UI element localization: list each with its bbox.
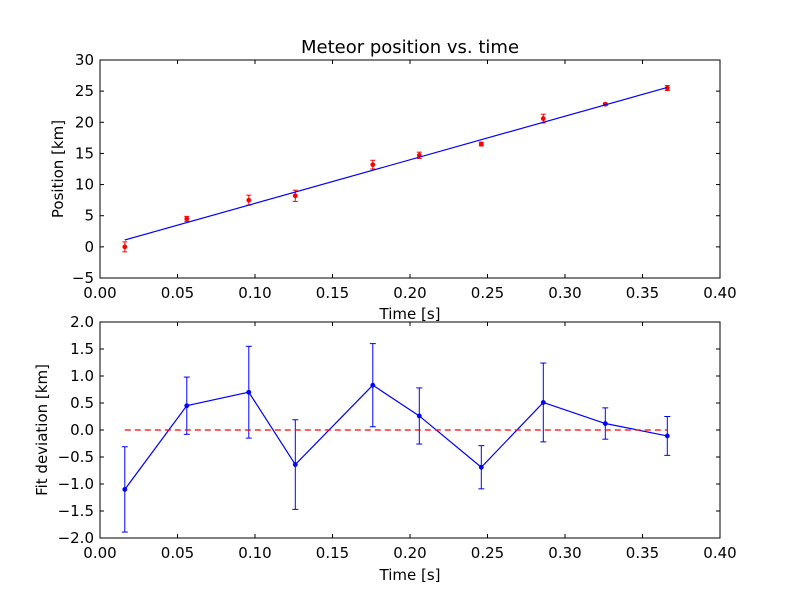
position-y-tick-label: 30 xyxy=(75,51,94,69)
position-data-point xyxy=(122,244,128,250)
deviation-y-tick-label: 1.5 xyxy=(70,340,94,358)
deviation-x-tick-label: 0.15 xyxy=(316,544,349,562)
position-chart-ylabel: Position [km] xyxy=(49,120,67,218)
position-x-tick-label: 0.10 xyxy=(238,284,271,302)
deviation-x-tick-label: 0.30 xyxy=(548,544,581,562)
deviation-x-tick-label: 0.20 xyxy=(393,544,426,562)
deviation-x-tick-label: 0.10 xyxy=(238,544,271,562)
deviation-y-tick-label: −1.5 xyxy=(58,502,94,520)
deviation-data-point xyxy=(602,421,608,426)
deviation-data-point xyxy=(246,389,252,395)
position-data-point xyxy=(478,141,484,147)
deviation-data-point xyxy=(184,403,190,409)
position-chart-axes: 0.00 0.05 0.10 0.15 0.20 0.25 0.30 0.35 0.40 −5 0 5… xyxy=(72,51,737,302)
deviation-chart-xlabel: Time [s] xyxy=(379,566,441,584)
position-fit-line xyxy=(124,86,668,241)
position-chart-title: Meteor position vs. time xyxy=(301,37,519,58)
deviation-x-tick-label: 0.35 xyxy=(626,544,659,562)
position-y-tick-label: 25 xyxy=(75,82,94,100)
position-x-tick-label: 0.15 xyxy=(316,284,349,302)
position-data-point xyxy=(246,197,252,203)
position-x-tick-label: 0.30 xyxy=(548,284,581,302)
deviation-y-tick-label: −0.5 xyxy=(58,448,94,466)
position-y-tick-label: −5 xyxy=(72,269,94,287)
position-y-tick-label: 5 xyxy=(84,207,94,225)
deviation-y-tick-label: −2.0 xyxy=(58,529,94,547)
deviation-chart: 0.00 0.05 0.10 0.15 0.20 0.25 0.30 0.35 0.40 −2.0… xyxy=(33,313,737,584)
position-x-tick-label: 0.35 xyxy=(626,284,659,302)
deviation-chart-axes: 0.00 0.05 0.10 0.15 0.20 0.25 0.30 0.35 0.40 −2.0… xyxy=(58,313,737,562)
deviation-data-point xyxy=(122,486,128,492)
deviation-plot-area xyxy=(121,343,671,533)
position-chart: Meteor position vs. time 0.00 0.05 0.10 0.1… xyxy=(49,37,737,323)
deviation-x-tick-label: 0.05 xyxy=(161,544,194,562)
deviation-data-point xyxy=(478,464,484,470)
position-x-tick-label: 0.20 xyxy=(393,284,426,302)
deviation-y-tick-label: 0.0 xyxy=(70,421,94,439)
position-y-tick-label: 20 xyxy=(75,113,94,131)
position-x-tick-label: 0.25 xyxy=(471,284,504,302)
position-data-point xyxy=(184,216,190,222)
deviation-data-point xyxy=(292,462,298,468)
position-y-tick-label: 0 xyxy=(84,238,94,256)
deviation-x-tick-label: 0.25 xyxy=(471,544,504,562)
position-data-point xyxy=(540,116,546,121)
deviation-y-tick-label: 0.5 xyxy=(70,394,94,412)
position-data-point xyxy=(292,193,298,199)
deviation-y-tick-label: 2.0 xyxy=(70,313,94,331)
deviation-chart-ylabel: Fit deviation [km] xyxy=(33,364,51,496)
deviation-x-tick-label: 0.40 xyxy=(703,544,736,562)
position-y-tick-label: 15 xyxy=(75,144,94,162)
deviation-data-point xyxy=(370,382,376,388)
position-data-point xyxy=(370,162,376,168)
deviation-series-line xyxy=(124,384,668,490)
position-y-tick-label: 10 xyxy=(75,176,94,194)
position-x-tick-label: 0.00 xyxy=(83,284,116,302)
position-plot-area xyxy=(122,85,670,253)
deviation-data-point xyxy=(416,413,422,419)
position-x-tick-label: 0.40 xyxy=(703,284,736,302)
deviation-y-tick-label: 1.0 xyxy=(70,367,94,385)
position-chart-xlabel: Time [s] xyxy=(379,305,441,323)
deviation-data-point xyxy=(540,400,546,405)
position-x-tick-label: 0.05 xyxy=(161,284,194,302)
deviation-data-point xyxy=(664,433,670,439)
deviation-x-tick-label: 0.00 xyxy=(83,544,116,562)
deviation-y-tick-label: −1.0 xyxy=(58,475,94,493)
